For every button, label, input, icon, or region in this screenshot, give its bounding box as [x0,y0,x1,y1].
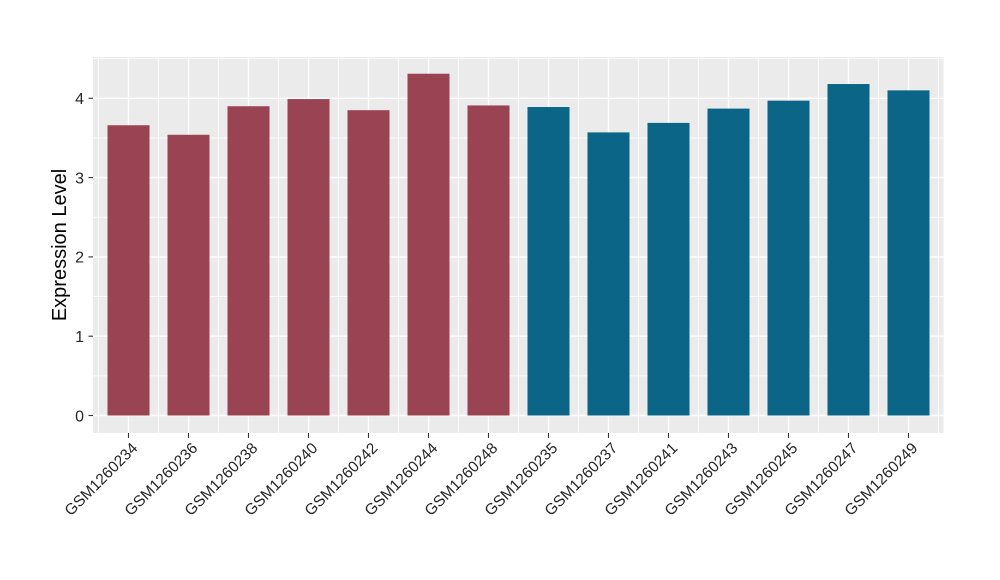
bar-GSM1260235 [527,107,570,416]
bar-GSM1260241 [647,122,690,416]
y-tick-label: 2 [75,250,84,267]
bar-GSM1260237 [587,132,630,416]
bar-GSM1260248 [467,105,510,416]
bar-GSM1260244 [407,73,450,416]
bar-GSM1260238 [227,106,270,416]
y-tick-label: 0 [75,408,84,425]
y-tick-label: 3 [75,170,84,187]
bar-GSM1260242 [347,110,390,416]
y-tick-label: 4 [75,91,84,108]
bar-GSM1260243 [707,108,750,416]
y-tick-label: 1 [75,329,84,346]
y-axis-title: Expression Level [49,169,71,321]
bar-GSM1260240 [287,99,330,416]
bar-GSM1260247 [827,84,870,416]
bar-GSM1260245 [767,100,810,416]
bar-GSM1260236 [167,134,210,416]
bar-GSM1260234 [107,125,150,416]
bar-GSM1260249 [887,90,930,416]
